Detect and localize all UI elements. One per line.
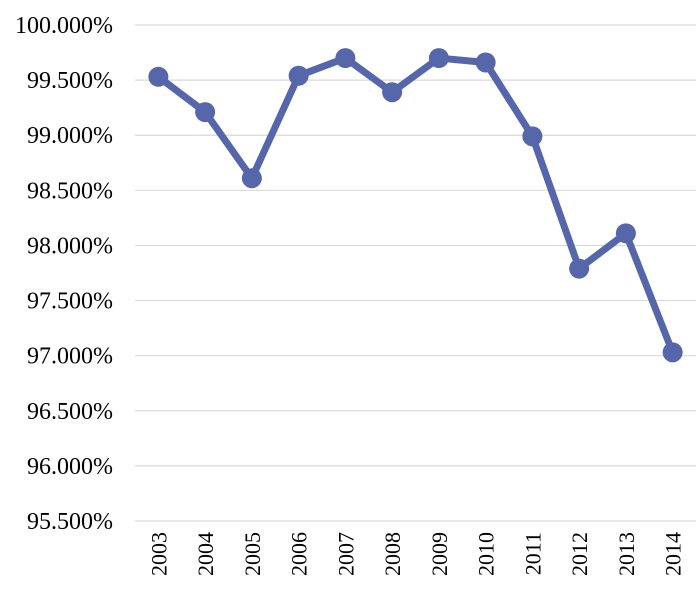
data-point xyxy=(288,65,309,86)
x-axis-tick-labels: 2003 2004 2005 2006 2007 2008 2009 2010 2011 2012… xyxy=(146,532,685,576)
y-tick-label: 100.000% xyxy=(15,13,113,39)
data-point xyxy=(382,82,403,103)
y-tick-label: 96.000% xyxy=(27,454,113,480)
gridlines xyxy=(135,24,696,522)
data-point xyxy=(241,168,262,189)
y-tick-label: 99.000% xyxy=(27,123,113,149)
series-line xyxy=(154,54,677,356)
x-tick-label: 2012 xyxy=(567,532,592,576)
x-tick-label: 2008 xyxy=(380,532,405,576)
x-tick-label: 2005 xyxy=(240,532,265,576)
data-point xyxy=(195,102,216,123)
data-series xyxy=(148,48,683,363)
data-point xyxy=(475,52,496,73)
data-point xyxy=(428,48,449,69)
y-tick-label: 95.500% xyxy=(27,509,113,535)
y-tick-label: 99.500% xyxy=(27,68,113,94)
x-tick-label: 2014 xyxy=(661,532,686,576)
x-tick-label: 2011 xyxy=(520,532,545,575)
x-tick-label: 2006 xyxy=(287,532,312,576)
x-tick-label: 2009 xyxy=(427,532,452,576)
x-tick-label: 2003 xyxy=(146,532,171,576)
y-tick-label: 98.000% xyxy=(27,233,113,259)
y-tick-label: 97.500% xyxy=(27,289,113,315)
data-point xyxy=(615,223,636,244)
x-tick-label: 2004 xyxy=(193,532,218,576)
y-tick-label: 98.500% xyxy=(27,178,113,204)
x-tick-label: 2010 xyxy=(474,532,499,576)
y-axis-tick-labels: 95.500% 96.000% 96.500% 97.000% 97.500% 98.00… xyxy=(15,13,113,535)
y-tick-label: 97.000% xyxy=(27,344,113,370)
x-tick-label: 2013 xyxy=(614,532,639,576)
data-point xyxy=(662,342,683,363)
data-point xyxy=(522,126,543,147)
data-point xyxy=(148,66,169,87)
y-tick-label: 96.500% xyxy=(27,399,113,425)
data-point xyxy=(335,48,356,69)
x-tick-label: 2007 xyxy=(333,532,358,576)
data-point xyxy=(569,258,590,279)
